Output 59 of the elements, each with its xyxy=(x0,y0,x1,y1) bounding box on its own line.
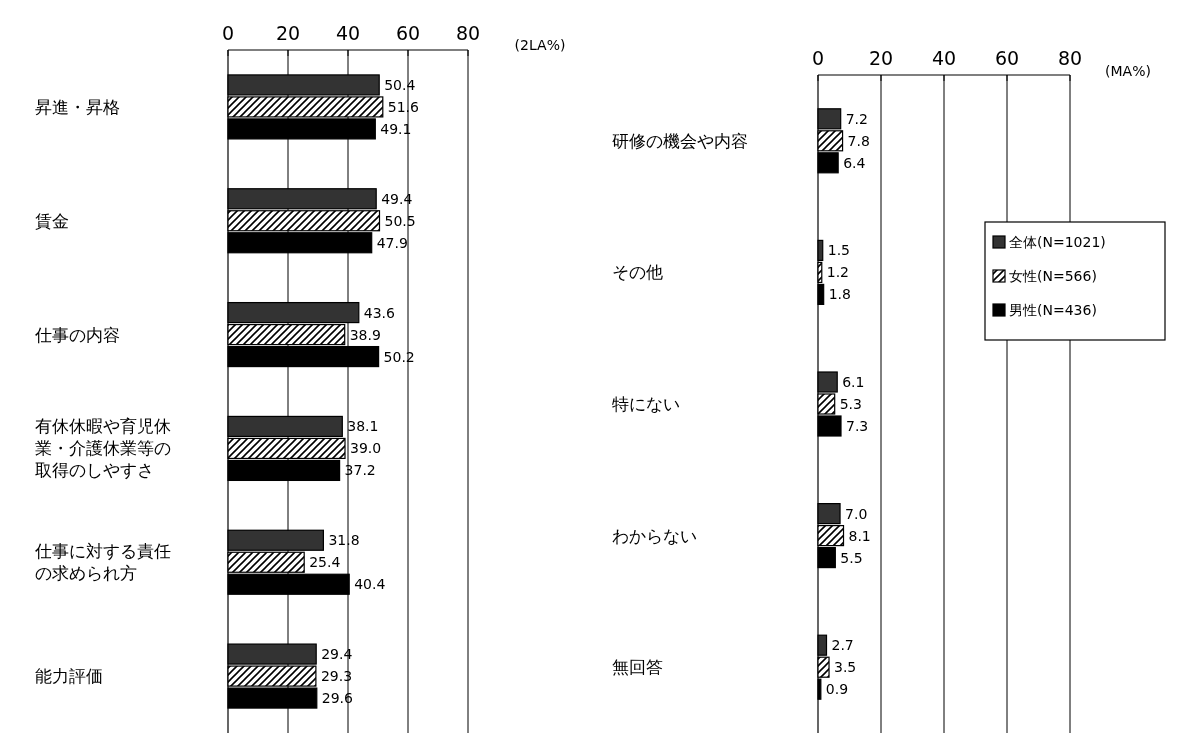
data-label: 47.9 xyxy=(376,234,408,251)
y-tick-label: 研修の機会や内容 xyxy=(612,130,748,151)
data-label: 39.0 xyxy=(350,440,382,457)
data-label: 37.2 xyxy=(344,462,376,479)
x-tick-label: 20 xyxy=(275,22,301,44)
legend-label: 全体(N=1021) xyxy=(1009,234,1106,250)
y-tick-label: その他 xyxy=(612,262,663,283)
data-label: 1.2 xyxy=(826,264,850,281)
data-label: 7.8 xyxy=(847,132,870,149)
text: (2LA%) xyxy=(514,37,566,53)
x-tick-label: 20 xyxy=(868,47,894,69)
data-label: 25.4 xyxy=(309,554,341,571)
data-label: 7.0 xyxy=(845,505,868,522)
y-tick-label: 無回答 xyxy=(612,657,663,678)
y-tick-label: わからない xyxy=(612,525,697,546)
legend-label: 男性(N=436) xyxy=(1009,302,1097,318)
data-label: 49.4 xyxy=(381,190,413,207)
data-label: 50.2 xyxy=(383,348,415,365)
y-tick-label: 賃金 xyxy=(35,210,69,231)
y-tick-label: 仕事に対する責任の求められ方 xyxy=(34,541,171,584)
x-tick-label: 0 xyxy=(221,22,235,44)
data-label: 31.8 xyxy=(328,532,360,549)
data-label: 5.3 xyxy=(839,396,862,412)
data-label: 1.5 xyxy=(827,242,850,259)
data-label: 0.9 xyxy=(825,681,849,698)
data-label: 7.2 xyxy=(845,110,868,127)
data-label: 1.8 xyxy=(828,286,851,303)
x-tick-label: 40 xyxy=(931,47,957,69)
data-label: 49.1 xyxy=(380,120,412,137)
data-label: 40.4 xyxy=(354,576,386,593)
data-label: 29.4 xyxy=(321,646,353,663)
data-label: 8.1 xyxy=(848,527,871,544)
data-label: 50.4 xyxy=(384,76,416,93)
x-tick-label: 40 xyxy=(335,22,361,44)
y-tick-label: 特にない xyxy=(612,394,680,414)
data-label: 6.4 xyxy=(843,154,866,171)
x-tick-label: 0 xyxy=(811,47,825,69)
y-tick-label: 昇進・昇格 xyxy=(35,96,120,117)
data-label: 51.6 xyxy=(387,98,420,115)
legend-label: 女性(N=566) xyxy=(1009,268,1097,284)
data-label: 29.6 xyxy=(321,690,354,707)
x-tick-label: 80 xyxy=(455,22,481,44)
data-label: 38.9 xyxy=(349,326,381,343)
text: (MA%) xyxy=(1105,63,1151,79)
data-label: 43.6 xyxy=(363,304,396,321)
y-tick-label: 仕事の内容 xyxy=(34,324,120,345)
x-tick-label: 80 xyxy=(1057,47,1083,69)
x-tick-label: 60 xyxy=(395,22,421,44)
data-label: 50.5 xyxy=(384,212,416,229)
data-label: 7.3 xyxy=(845,418,869,434)
data-label: 5.5 xyxy=(840,549,863,566)
data-label: 3.5 xyxy=(834,659,857,676)
y-tick-label: 能力評価 xyxy=(35,666,103,687)
data-label: 29.3 xyxy=(320,668,353,685)
x-tick-label: 60 xyxy=(994,47,1020,69)
y-tick-label: 有休休暇や育児休業・介護休業等の取得のしやすさ xyxy=(35,416,171,481)
data-label: 2.7 xyxy=(831,637,854,654)
data-label: 38.1 xyxy=(347,418,379,435)
data-label: 6.1 xyxy=(842,374,865,390)
